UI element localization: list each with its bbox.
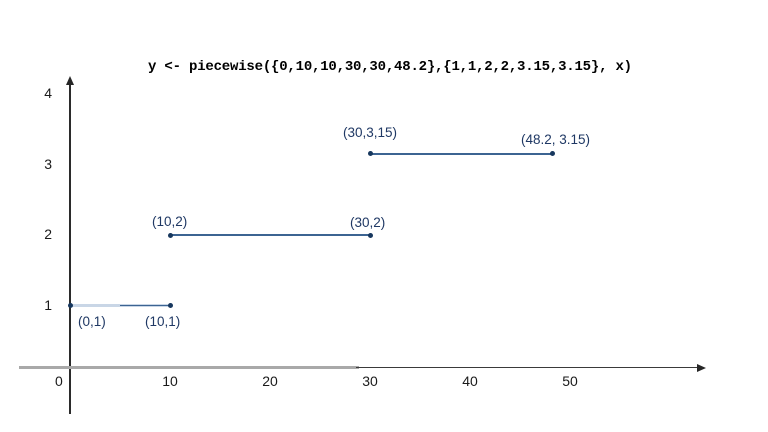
y-tick-label: 4: [44, 85, 52, 101]
x-tick-label: 40: [462, 373, 478, 389]
y-tick-label: 2: [44, 226, 52, 242]
data-point-dot: [549, 151, 555, 157]
data-point-dot: [67, 303, 73, 308]
y-axis-line: [69, 84, 71, 414]
data-point-dot: [167, 303, 173, 308]
x-tick-label: 20: [262, 373, 278, 389]
y-axis-arrow-icon: [66, 76, 75, 85]
segment-line: [170, 234, 370, 236]
y-tick-label: 3: [44, 155, 52, 172]
y-tick-label: 1: [44, 296, 52, 313]
x-axis-line-gray: [19, 366, 359, 369]
x-tick-label: 50: [562, 373, 578, 389]
x-axis-arrow-icon: [697, 363, 706, 372]
x-axis-line-dark: [356, 366, 698, 369]
segment-line: [370, 153, 552, 155]
origin-tick-label: 0: [55, 373, 63, 389]
data-point-dot: [167, 232, 173, 238]
x-tick-label: 30: [362, 373, 378, 389]
point-label: (10,2): [152, 214, 188, 229]
data-point-dot: [367, 151, 373, 157]
x-tick-label: 10: [162, 373, 178, 389]
point-label: (10,1): [145, 313, 181, 329]
data-point-dot: [367, 232, 373, 238]
point-label: (30,2): [350, 215, 386, 230]
point-label: (30,3,15): [343, 124, 398, 140]
point-label: (48.2, 3.15): [521, 131, 591, 147]
point-label: (0,1): [78, 313, 106, 329]
segment-line: [120, 304, 170, 307]
chart-title: y <- piecewise({0,10,10,30,30,48.2},{1,1…: [148, 59, 632, 75]
